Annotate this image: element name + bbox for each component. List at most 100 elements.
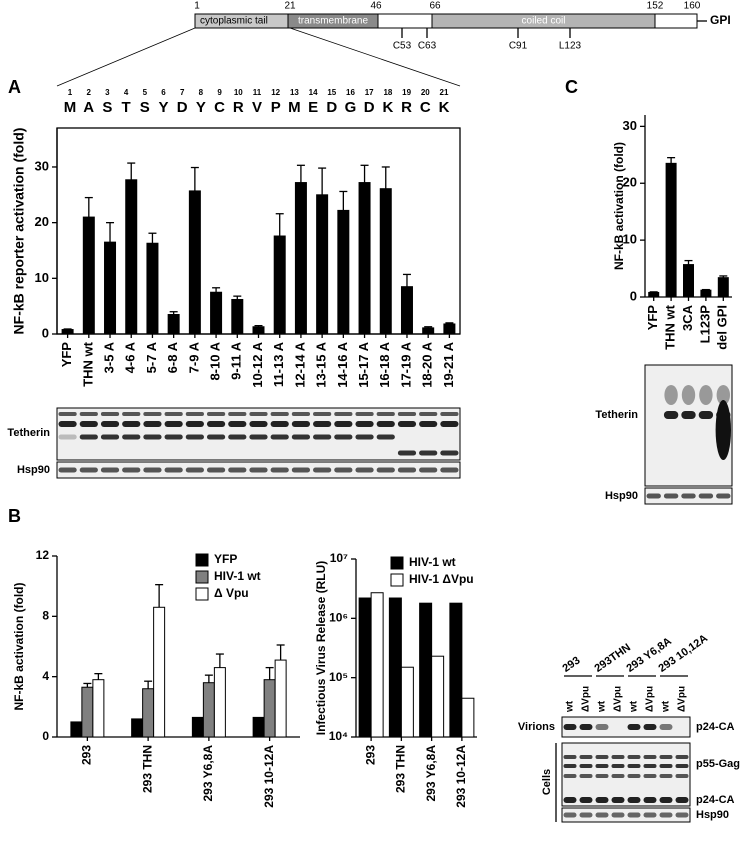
- residue-number: 10: [234, 88, 243, 97]
- blot-band: [627, 812, 641, 818]
- blot-band: [185, 412, 204, 416]
- error-bar: [360, 164, 369, 183]
- error-bar: [169, 311, 178, 315]
- blot-band: [579, 755, 593, 759]
- position-label: 66: [429, 1, 441, 12]
- blot-band: [716, 493, 731, 499]
- legend-swatch: [390, 573, 404, 587]
- y-axis-label: NF-kB activation (fold): [612, 142, 626, 270]
- blot-label: Tetherin: [595, 409, 638, 421]
- x-tick-label: 293: [80, 745, 94, 765]
- error-bar: [84, 196, 93, 218]
- x-tick-label: YFP: [59, 342, 74, 368]
- domain-segment: [654, 13, 698, 29]
- blot-band: [716, 385, 730, 405]
- residue-number: 12: [271, 88, 280, 97]
- x-tick-label: 6-8 A: [165, 341, 180, 373]
- blot-band: [563, 774, 577, 778]
- bar: [443, 323, 456, 335]
- residue-number: 19: [402, 88, 411, 97]
- bar: [167, 314, 180, 335]
- blot-band: [659, 797, 673, 803]
- blot-band: [397, 412, 417, 416]
- blot-band: [228, 412, 247, 416]
- blot-band: [58, 467, 77, 473]
- residue: D: [364, 99, 375, 116]
- residue-number: 21: [440, 88, 449, 97]
- residue: R: [401, 99, 412, 116]
- blot-band: [595, 755, 609, 759]
- x-tick-label: L123P: [697, 305, 712, 344]
- y-tick-label: 0: [42, 729, 49, 743]
- y-tick-label: 8: [42, 609, 49, 623]
- plot-frame: [56, 127, 461, 335]
- error-bar: [155, 584, 164, 608]
- bar: [717, 277, 729, 298]
- blot-band: [79, 412, 98, 416]
- blot-band: [206, 412, 226, 416]
- blot-panel: [561, 716, 691, 738]
- blot-band: [663, 411, 679, 419]
- blot-band: [646, 493, 661, 499]
- bar: [461, 697, 475, 738]
- lane-label: wt: [629, 700, 640, 713]
- blot-band: [659, 764, 673, 768]
- residue: C: [420, 99, 431, 116]
- error-bar: [144, 680, 153, 689]
- blot-band: [611, 797, 625, 803]
- blot-band: [100, 434, 120, 440]
- bar: [337, 209, 350, 335]
- position-label: 46: [370, 1, 382, 12]
- residue-number: 11: [253, 88, 262, 97]
- legend-label: Δ Vpu: [214, 586, 249, 600]
- blot-band: [659, 812, 673, 818]
- x-tick-label: 293: [363, 745, 377, 765]
- y-tick-label: 10⁷: [330, 551, 348, 565]
- blot-band: [419, 467, 438, 473]
- panel-label: C: [565, 77, 578, 97]
- y-tick-label: 4: [42, 669, 49, 683]
- domain-label: coiled coil: [522, 16, 566, 27]
- blot-band: [643, 724, 657, 730]
- bar: [188, 190, 201, 335]
- blot-band: [100, 412, 120, 416]
- blot-band: [627, 774, 641, 778]
- panel-label: B: [8, 506, 21, 526]
- residue: G: [345, 99, 357, 116]
- blot-band: [270, 421, 289, 427]
- legend-swatch: [195, 570, 209, 584]
- blot-band: [164, 467, 183, 473]
- blot-band: [681, 385, 696, 405]
- x-tick-label: del GPI: [715, 305, 730, 350]
- error-bar: [296, 164, 305, 183]
- bar: [70, 721, 83, 738]
- bar: [700, 289, 712, 298]
- error-bar: [318, 167, 327, 195]
- residue: K: [439, 99, 450, 116]
- x-tick-label: 3-5 A: [101, 341, 116, 373]
- site-label: C63: [418, 41, 437, 52]
- blot-band: [595, 774, 609, 778]
- position-label: 160: [684, 1, 701, 12]
- blot-band: [579, 724, 593, 730]
- blot-band: [643, 764, 657, 768]
- blot-band: [291, 434, 311, 440]
- position-label: 152: [647, 1, 664, 12]
- blot-band: [355, 434, 374, 440]
- bar: [252, 716, 265, 738]
- blot-band: [627, 797, 641, 803]
- blot-band: [206, 421, 226, 427]
- error-bar: [94, 673, 103, 680]
- blot-band: [419, 412, 438, 416]
- x-tick-label: 293 THN: [394, 745, 408, 793]
- bar: [146, 242, 159, 335]
- residue-number: 2: [86, 88, 91, 97]
- x-tick-label: 3CA: [680, 304, 695, 331]
- bar: [252, 326, 265, 335]
- y-tick-label: 20: [35, 214, 49, 229]
- x-tick-label: 8-10 A: [208, 341, 223, 380]
- blot-band: [79, 434, 98, 440]
- group-label: Virions: [518, 721, 555, 733]
- blot-band: [699, 385, 713, 405]
